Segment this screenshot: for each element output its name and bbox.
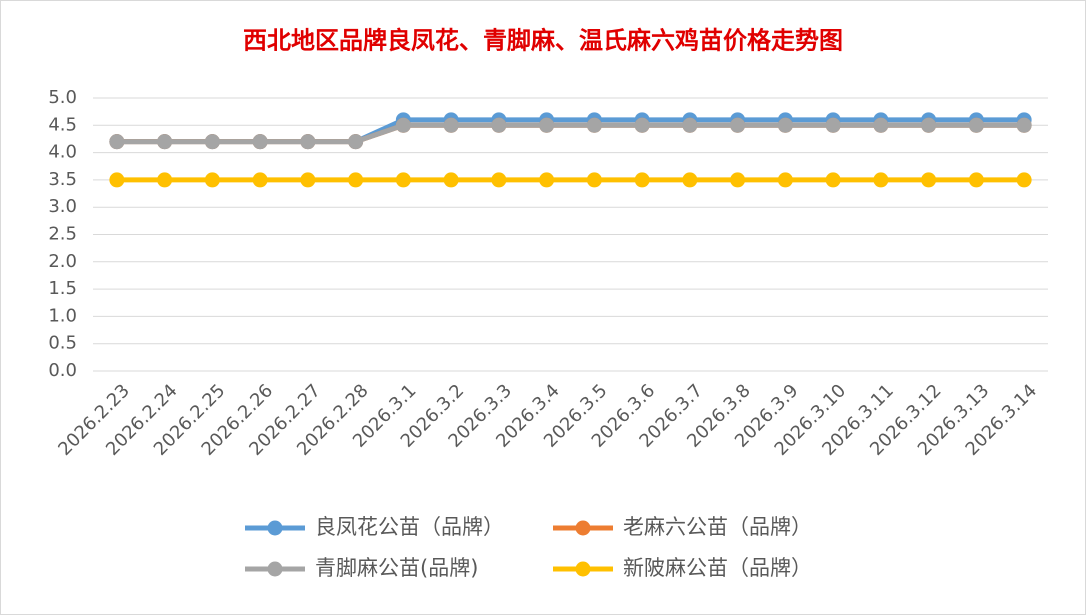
data-point [825,117,841,133]
data-point [777,172,793,188]
legend-label: 新陂麻公苗（品牌） [623,556,812,580]
data-point [443,117,459,133]
y-tick-label: 0.5 [48,333,77,354]
data-point [348,172,364,188]
data-point [1016,117,1032,133]
data-point [443,172,459,188]
data-point [730,117,746,133]
y-tick-label: 0.0 [48,360,77,381]
data-point [586,172,602,188]
data-point [395,117,411,133]
data-point [539,117,555,133]
data-point [300,172,316,188]
data-point [157,134,173,150]
legend-marker [575,561,591,577]
data-point [300,134,316,150]
y-tick-label: 4.0 [48,142,77,163]
data-point [921,117,937,133]
data-point [204,172,220,188]
data-point [921,172,937,188]
y-tick-label: 1.5 [48,278,77,299]
data-point [634,172,650,188]
legend-label: 老麻六公苗（品牌） [623,515,812,539]
legend-marker [575,520,591,536]
data-point [1016,172,1032,188]
data-point [586,117,602,133]
y-tick-label: 3.0 [48,196,77,217]
series-line [116,122,1025,145]
data-point [634,117,650,133]
data-point [348,134,364,150]
data-point [730,172,746,188]
data-point [395,172,411,188]
data-point [968,117,984,133]
data-point [157,172,173,188]
data-point [682,172,698,188]
data-point [539,172,555,188]
data-point [777,117,793,133]
data-point [968,172,984,188]
data-point [873,117,889,133]
chart-title: 西北地区品牌良凤花、青脚麻、温氏麻六鸡苗价格走势图 [243,26,843,55]
legend-marker [267,520,283,536]
data-point [109,172,125,188]
legend-marker [267,561,283,577]
data-point [682,117,698,133]
legend-label: 良凤花公苗（品牌） [315,515,504,539]
y-tick-label: 4.5 [48,114,77,135]
data-point [873,172,889,188]
y-tick-label: 1.0 [48,305,77,326]
data-point [491,172,507,188]
data-point [825,172,841,188]
y-tick-label: 5.0 [48,87,77,108]
data-point [252,172,268,188]
data-point [491,117,507,133]
y-tick-label: 3.5 [48,169,77,190]
legend-label: 青脚麻公苗(品牌) [315,556,478,580]
data-point [109,134,125,150]
data-point [204,134,220,150]
y-tick-label: 2.0 [48,251,77,272]
data-point [252,134,268,150]
y-tick-label: 2.5 [48,224,77,245]
